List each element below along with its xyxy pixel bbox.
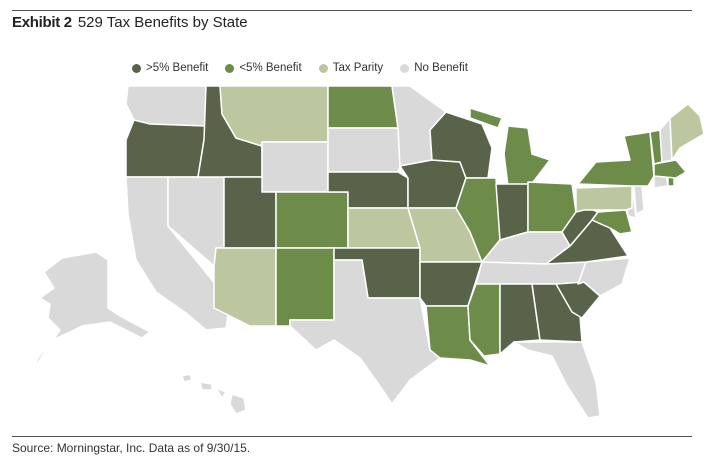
legend-item-gt5: >5% Benefit: [132, 62, 208, 74]
state-indiana: [495, 183, 529, 241]
state-tennessee: [475, 261, 587, 285]
state-north-dakota: [327, 85, 399, 129]
exhibit-title: Exhibit 2 529 Tax Benefits by State: [12, 14, 248, 31]
state-washington: [125, 85, 207, 127]
legend-item-none: No Benefit: [400, 62, 468, 74]
state-michigan: [469, 107, 551, 187]
state-oregon: [125, 119, 207, 178]
map-legend: >5% Benefit <5% Benefit Tax Parity No Be…: [132, 60, 485, 76]
state-new-jersey: [633, 185, 645, 215]
legend-label-parity: Tax Parity: [332, 62, 384, 74]
exhibit-heading: 529 Tax Benefits by State: [77, 14, 248, 31]
bottom-rule: [12, 436, 692, 437]
state-hawaii: [181, 373, 247, 415]
state-south-dakota: [327, 127, 401, 173]
state-wyoming: [261, 141, 329, 193]
state-new-york: [577, 131, 655, 187]
state-georgia: [531, 283, 583, 343]
top-rule: [12, 10, 692, 11]
state-colorado: [275, 191, 349, 249]
legend-swatch-lt5: [225, 63, 235, 73]
exhibit-number: Exhibit 2: [12, 14, 72, 31]
source-note: Source: Morningstar, Inc. Data as of 9/3…: [12, 441, 251, 455]
legend-swatch-gt5: [132, 63, 141, 73]
state-maine: [669, 103, 705, 161]
state-pennsylvania: [575, 185, 633, 213]
legend-swatch-parity: [318, 63, 328, 73]
state-florida: [513, 341, 601, 419]
legend-swatch-none: [400, 63, 410, 73]
state-iowa: [399, 159, 467, 209]
state-montana: [219, 85, 329, 147]
legend-label-gt5: >5% Benefit: [146, 62, 209, 74]
state-alabama: [499, 283, 541, 355]
state-texas: [289, 259, 441, 405]
state-alaska: [31, 251, 151, 373]
legend-item-parity: Tax Parity: [318, 62, 384, 74]
legend-label-lt5: <5% Benefit: [239, 62, 302, 74]
legend-label-none: No Benefit: [414, 62, 468, 74]
legend-item-lt5: <5% Benefit: [225, 62, 302, 74]
state-new-mexico: [275, 247, 335, 327]
